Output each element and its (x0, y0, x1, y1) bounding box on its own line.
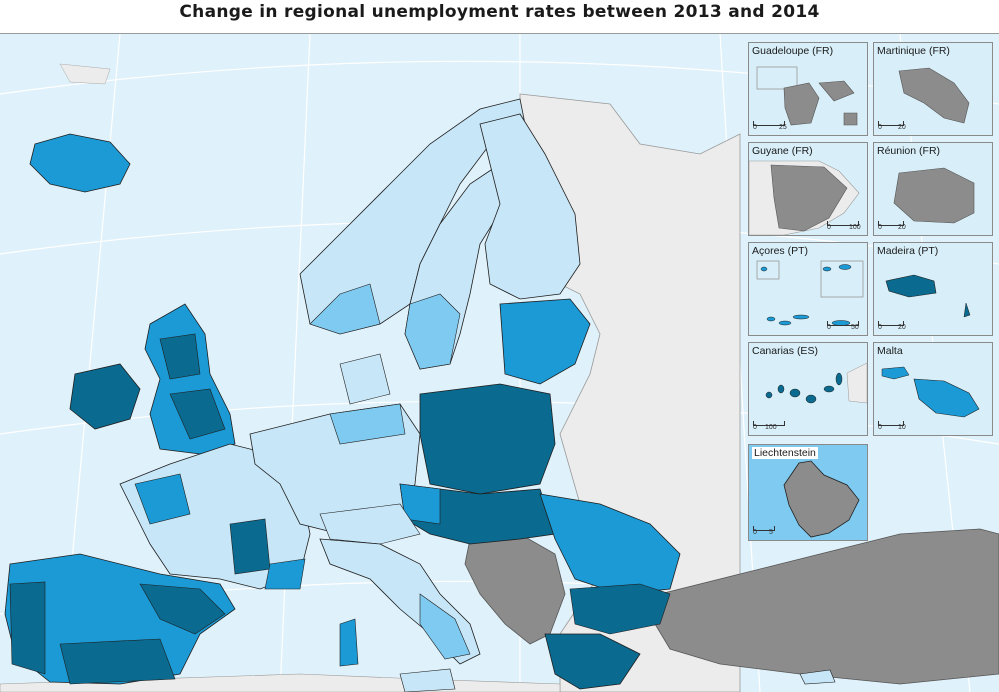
region-spain-south (59, 638, 176, 685)
inset-map (749, 160, 860, 235)
inset-map (783, 460, 860, 538)
non-eu-land-north (59, 63, 111, 85)
inset-label: Canarias (ES) (752, 345, 818, 357)
region-bulgaria (569, 583, 671, 635)
inset-reunion: Réunion (FR) 0 20 (873, 142, 993, 236)
main-map: Guadeloupe (FR) 0 25 Martinique (FR) 0 2… (0, 33, 999, 692)
inset-label: Guyane (FR) (752, 145, 813, 157)
region-italy-south (419, 593, 471, 660)
scale-bar: 0 100 (827, 221, 867, 233)
inset-map (881, 366, 980, 418)
inset-liechtenstein: Liechtenstein 0 5 (748, 444, 868, 541)
region-sardinia (339, 618, 359, 667)
inset-label: Madeira (PT) (877, 245, 939, 257)
region-ireland (69, 363, 141, 430)
inset-label: Malta (877, 345, 903, 357)
scale-bar: 0 20 (878, 121, 938, 133)
region-western-balkans (464, 533, 566, 645)
inset-label: Guadeloupe (FR) (752, 45, 834, 57)
region-scotland (159, 333, 201, 380)
inset-label: Liechtenstein (752, 447, 818, 459)
region-finland (479, 113, 581, 300)
region-cyprus (799, 669, 836, 685)
region-france-west (134, 473, 191, 525)
inset-map (898, 67, 970, 124)
inset-map (756, 260, 864, 326)
inset-madeira: Madeira (PT) 0 20 (873, 242, 993, 336)
inset-map (765, 362, 867, 404)
inset-map (893, 167, 975, 224)
inset-label: Réunion (FR) (877, 145, 941, 157)
region-poland (419, 383, 556, 495)
scale-bar: 0 100 (753, 421, 813, 433)
region-portugal (9, 581, 46, 675)
region-iceland (29, 133, 131, 193)
region-spain-east (139, 583, 226, 635)
inset-canarias: Canarias (ES) 0 100 (748, 342, 868, 436)
region-czech (399, 483, 441, 525)
region-sicily (399, 668, 456, 692)
region-turkey (654, 528, 999, 685)
region-france-centre (229, 518, 271, 575)
region-sweden-south (404, 293, 461, 370)
region-france-south (264, 558, 306, 590)
inset-guadeloupe: Guadeloupe (FR) 0 25 (748, 42, 868, 136)
scale-bar: 0 50 (827, 321, 867, 333)
inset-guyane: Guyane (FR) 0 100 (748, 142, 868, 236)
inset-label: Martinique (FR) (877, 45, 950, 57)
region-england (169, 388, 226, 440)
inset-martinique: Martinique (FR) 0 20 (873, 42, 993, 136)
scale-bar: 0 5 (753, 526, 813, 538)
inset-malta: Malta 0 10 (873, 342, 993, 436)
scale-bar: 0 20 (878, 221, 938, 233)
region-greece (544, 633, 641, 690)
inset-map (756, 66, 858, 126)
region-germany-north (329, 403, 406, 445)
inset-map (885, 274, 971, 318)
inset-acores: Açores (PT) 0 50 (748, 242, 868, 336)
scale-bar: 0 20 (878, 321, 938, 333)
scale-bar: 0 25 (753, 121, 813, 133)
inset-label: Açores (PT) (752, 245, 809, 257)
region-denmark (339, 353, 391, 405)
region-austria (319, 503, 421, 545)
region-romania (539, 493, 681, 595)
region-norway-south (309, 283, 381, 335)
scale-bar: 0 10 (878, 421, 938, 433)
map-title: Change in regional unemployment rates be… (179, 2, 820, 22)
region-baltics (499, 298, 591, 385)
